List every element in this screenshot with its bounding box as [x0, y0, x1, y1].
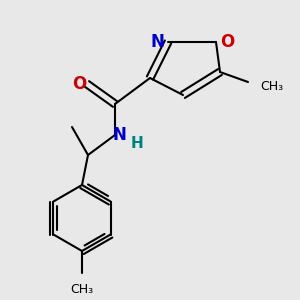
Text: CH₃: CH₃: [70, 283, 94, 296]
Text: N: N: [112, 126, 126, 144]
Text: N: N: [150, 33, 164, 51]
Text: O: O: [220, 33, 234, 51]
Text: CH₃: CH₃: [260, 80, 283, 94]
Text: H: H: [130, 136, 143, 151]
Text: O: O: [72, 75, 86, 93]
